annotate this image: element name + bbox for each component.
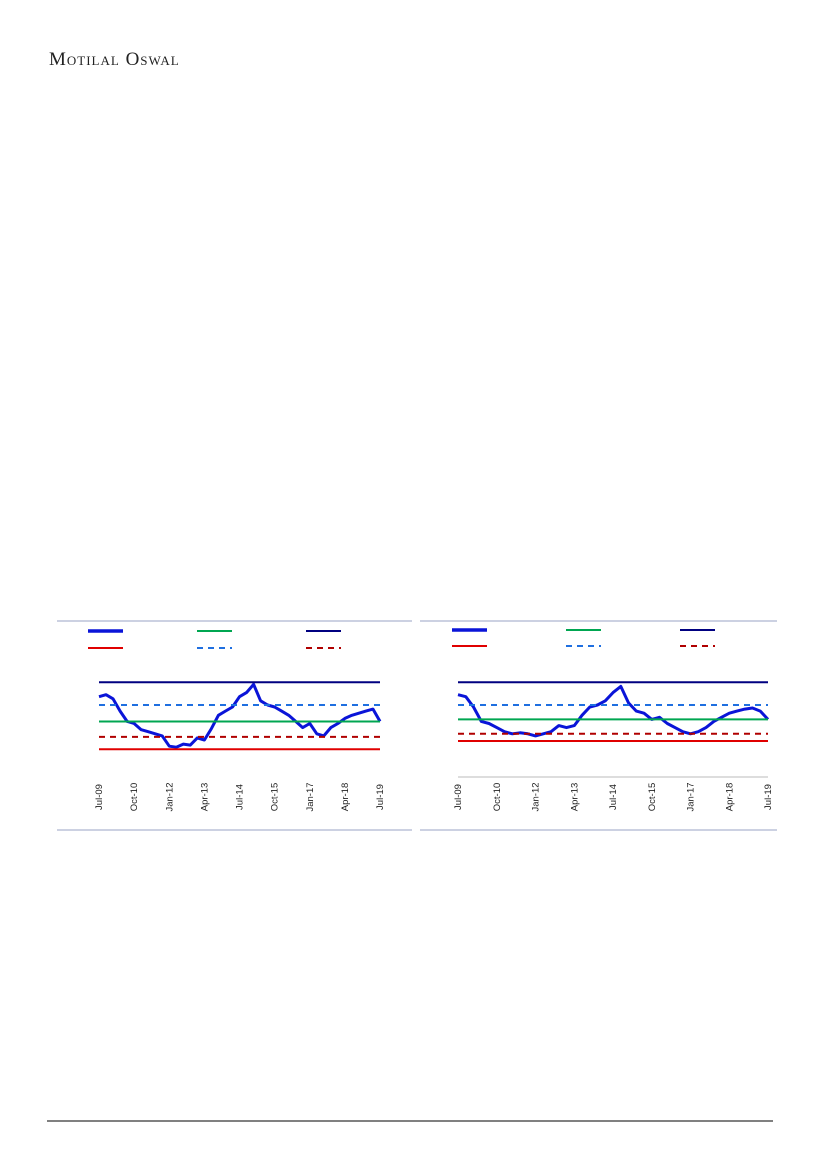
x-tick-label: Jul-19 (375, 784, 386, 810)
data-line (98, 682, 382, 749)
x-tick-label: Oct-15 (270, 783, 281, 812)
x-tick-label: Jul-14 (608, 784, 619, 810)
x-tick-label: Jan-12 (164, 782, 175, 811)
data-line (457, 684, 770, 738)
brand: Motilal Oswal (49, 49, 180, 70)
x-tick-label: Jan-17 (305, 782, 316, 811)
chart: Jul-09 Oct-10 Jan-12 Apr-13 Jul-14 Oct-15 Jan-… (57, 620, 412, 831)
x-tick-label: Apr-13 (199, 783, 210, 812)
x-tick-label: Jan-12 (531, 782, 542, 811)
x-tick-label: Oct-10 (129, 783, 140, 812)
x-tick-label: Oct-15 (647, 783, 658, 812)
x-tick-label: Jul-09 (94, 784, 105, 810)
x-tick-label: Jan-17 (686, 782, 697, 811)
x-tick-label: Jul-09 (453, 784, 464, 810)
x-tick-label: Apr-13 (569, 783, 580, 812)
chart: Jul-09 Oct-10 Jan-12 Apr-13 Jul-14 Oct-15 Jan-… (420, 620, 777, 831)
x-tick-label: Jul-14 (235, 784, 246, 810)
x-tick-label: Apr-18 (340, 783, 351, 812)
x-tick-label: Oct-10 (492, 783, 503, 812)
x-tick-label: Apr-18 (724, 783, 735, 812)
x-tick-label: Jul-19 (763, 784, 774, 810)
